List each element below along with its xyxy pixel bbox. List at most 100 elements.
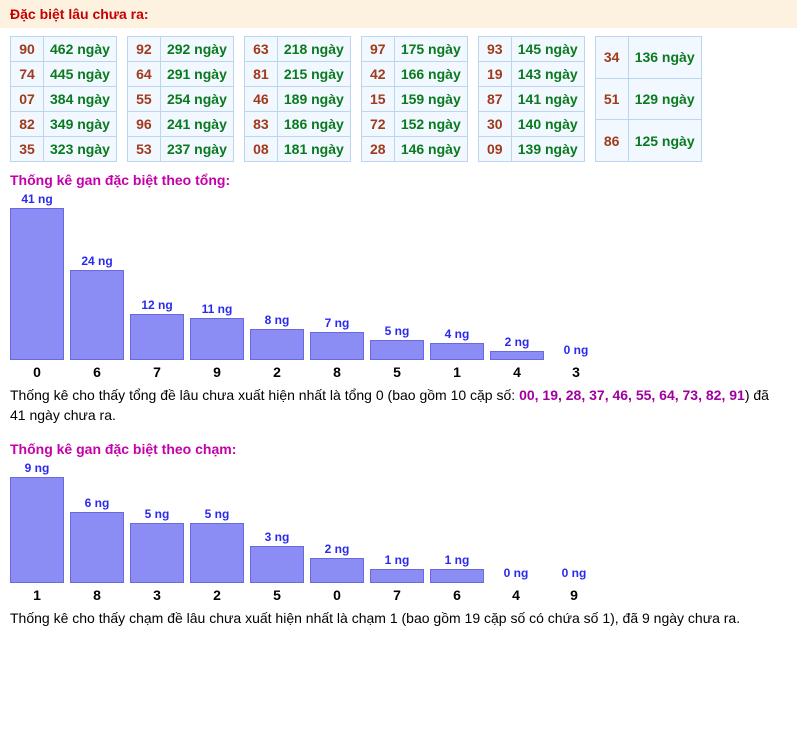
bar-value-label: 12 ng <box>141 298 172 312</box>
lottery-number: 72 <box>361 112 394 137</box>
chart2-bars: 9 ng16 ng85 ng35 ng23 ng52 ng01 ng71 ng6… <box>10 461 787 603</box>
bar-category-label: 4 <box>512 587 520 603</box>
lottery-row: 30140 ngày <box>478 112 584 137</box>
bar-column: 5 ng3 <box>130 507 184 603</box>
lottery-days: 292 ngày <box>160 37 233 62</box>
bar-value-label: 8 ng <box>265 313 290 327</box>
bar-column: 41 ng0 <box>10 192 64 380</box>
bar-column: 3 ng 5 <box>250 530 304 603</box>
lottery-row: 87141 ngày <box>478 87 584 112</box>
bar-column: 8 ng 2 <box>250 313 304 380</box>
bar-rect <box>490 582 542 583</box>
bar-rect <box>370 569 424 583</box>
bar-rect <box>70 270 124 360</box>
lottery-days: 323 ngày <box>44 137 117 162</box>
lottery-number: 63 <box>244 37 277 62</box>
bar-value-label: 7 ng <box>325 316 350 330</box>
chart1-description: Thống kê cho thấy tổng đề lâu chưa xuất … <box>0 380 797 435</box>
lottery-number: 15 <box>361 87 394 112</box>
lottery-row: 83186 ngày <box>244 112 350 137</box>
lottery-row: 53237 ngày <box>127 137 233 162</box>
lottery-number: 74 <box>11 62 44 87</box>
lottery-number: 83 <box>244 112 277 137</box>
lottery-row: 72152 ngày <box>361 112 467 137</box>
bar-category-label: 1 <box>453 364 461 380</box>
lottery-row: 19143 ngày <box>478 62 584 87</box>
lottery-row: 63218 ngày <box>244 37 350 62</box>
lottery-column-table: 97175 ngày42166 ngày15159 ngày72152 ngày… <box>361 36 468 162</box>
bar-category-label: 2 <box>273 364 281 380</box>
lottery-number: 42 <box>361 62 394 87</box>
lottery-column-table: 93145 ngày19143 ngày87141 ngày30140 ngày… <box>478 36 585 162</box>
chart1-container: 41 ng024 ng612 ng711 ng98 ng27 ng85 ng54… <box>0 188 797 380</box>
lottery-number: 81 <box>244 62 277 87</box>
bar-value-label: 5 ng <box>145 507 170 521</box>
lottery-row: 92292 ngày <box>127 37 233 62</box>
chart1-title: Thống kê gan đặc biệt theo tổng: <box>0 166 797 188</box>
bar-category-label: 7 <box>153 364 161 380</box>
bar-rect <box>310 332 364 360</box>
bar-value-label: 3 ng <box>265 530 290 544</box>
lottery-column-table: 90462 ngày74445 ngày07384 ngày82349 ngày… <box>10 36 117 162</box>
bar-value-label: 9 ng <box>25 461 50 475</box>
lottery-number: 30 <box>478 112 511 137</box>
lottery-number: 87 <box>478 87 511 112</box>
lottery-number: 19 <box>478 62 511 87</box>
lottery-days: 218 ngày <box>277 37 350 62</box>
bar-category-label: 1 <box>33 587 41 603</box>
lottery-number: 86 <box>595 120 628 162</box>
bar-category-label: 3 <box>572 364 580 380</box>
header-title: Đặc biệt lâu chưa ra: <box>10 6 149 22</box>
lottery-number: 46 <box>244 87 277 112</box>
lottery-number: 93 <box>478 37 511 62</box>
lottery-row: 46189 ngày <box>244 87 350 112</box>
lottery-days: 241 ngày <box>160 112 233 137</box>
lottery-days: 186 ngày <box>277 112 350 137</box>
chart1-desc-prefix: Thống kê cho thấy tổng đề lâu chưa xuất … <box>10 387 519 403</box>
chart1-bars: 41 ng024 ng612 ng711 ng98 ng27 ng85 ng54… <box>10 192 787 380</box>
lottery-row: 08181 ngày <box>244 137 350 162</box>
chart2-container: 9 ng16 ng85 ng35 ng23 ng52 ng01 ng71 ng6… <box>0 457 797 603</box>
lottery-days: 159 ngày <box>394 87 467 112</box>
bar-column: 9 ng 1 <box>10 461 64 603</box>
bar-value-label: 4 ng <box>445 327 470 341</box>
bar-rect <box>10 208 64 360</box>
bar-rect <box>310 558 364 583</box>
lottery-number: 35 <box>11 137 44 162</box>
lottery-days: 143 ngày <box>511 62 584 87</box>
lottery-row: 55254 ngày <box>127 87 233 112</box>
bar-rect <box>430 343 484 360</box>
lottery-row: 42166 ngày <box>361 62 467 87</box>
chart2-title: Thống kê gan đặc biệt theo chạm: <box>0 435 797 457</box>
lottery-number: 64 <box>127 62 160 87</box>
bar-rect <box>130 523 184 583</box>
lottery-number: 28 <box>361 137 394 162</box>
lottery-row: 81215 ngày <box>244 62 350 87</box>
lottery-tables-container: 90462 ngày74445 ngày07384 ngày82349 ngày… <box>0 28 797 166</box>
lottery-days: 181 ngày <box>277 137 350 162</box>
bar-column: 1 ng6 <box>430 553 484 603</box>
lottery-row: 82349 ngày <box>11 112 117 137</box>
lottery-row: 07384 ngày <box>11 87 117 112</box>
lottery-row: 90462 ngày <box>11 37 117 62</box>
lottery-days: 384 ngày <box>44 87 117 112</box>
lottery-row: 97175 ngày <box>361 37 467 62</box>
bar-category-label: 5 <box>273 587 281 603</box>
bar-rect <box>548 582 600 583</box>
chart2-description: Thống kê cho thấy chạm đề lâu chưa xuất … <box>0 603 797 639</box>
bar-value-label: 0 ng <box>562 566 587 580</box>
bar-rect <box>250 546 304 583</box>
lottery-days: 125 ngày <box>628 120 701 162</box>
lottery-days: 215 ngày <box>277 62 350 87</box>
bar-value-label: 2 ng <box>505 335 530 349</box>
bar-category-label: 0 <box>333 587 341 603</box>
bar-column: 7 ng8 <box>310 316 364 380</box>
bar-category-label: 6 <box>453 587 461 603</box>
bar-column: 24 ng6 <box>70 254 124 380</box>
bar-column: 0 ng9 <box>548 566 600 603</box>
bar-rect <box>550 359 602 360</box>
bar-column: 12 ng 7 <box>130 298 184 380</box>
lottery-row: 51129 ngày <box>595 78 701 120</box>
lottery-column-table: 63218 ngày81215 ngày46189 ngày83186 ngày… <box>244 36 351 162</box>
lottery-row: 28146 ngày <box>361 137 467 162</box>
